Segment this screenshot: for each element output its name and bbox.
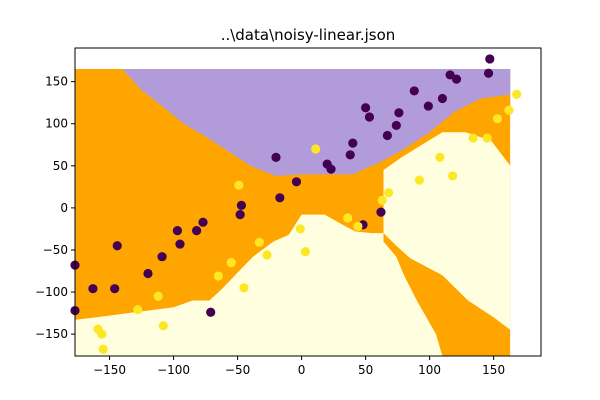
point-class-1 [377,195,387,205]
x-tick-label: 50 [358,363,373,377]
point-class-0 [326,164,336,174]
point-class-0 [348,138,358,148]
y-tick-label: 50 [53,159,68,173]
x-tick-label: −150 [93,363,126,377]
decision-regions [75,69,511,356]
chart-title: ..\data\noisy-linear.json [221,26,396,44]
point-class-0 [172,226,183,236]
point-class-0 [157,252,167,262]
x-tick-label: 150 [482,363,505,377]
y-tick-label: 100 [45,117,68,131]
point-class-0 [275,193,285,203]
point-class-0 [112,241,122,251]
point-class-0 [364,112,375,122]
purple-region-back [122,69,511,176]
point-class-1 [384,188,394,198]
point-class-0 [391,120,401,131]
y-tick-label: 0 [60,201,68,215]
point-class-0 [485,54,495,64]
point-class-1 [504,105,514,115]
point-class-0 [88,284,98,294]
point-class-1 [512,89,522,99]
point-class-1 [492,114,503,124]
x-tick-label: −100 [157,363,190,377]
point-class-1 [482,133,492,143]
y-tick-label: −150 [35,327,68,341]
point-class-0 [192,226,202,236]
point-class-1 [295,224,305,234]
point-class-0 [110,284,120,294]
axes: −150 −100 −50 0 50 100 150 −150 −100 −50 0 50 100 150 [35,47,542,377]
x-tick-label: −50 [225,363,250,377]
point-class-0 [382,130,392,141]
point-class-1 [153,291,163,301]
y-tick-label: 150 [45,75,68,89]
point-class-1 [343,213,353,223]
point-class-0 [143,268,153,279]
point-class-1 [353,221,363,232]
point-class-1 [262,250,272,260]
yellow-region [75,132,511,356]
point-class-1 [158,321,168,331]
point-class-0 [483,68,494,78]
y-tick-label: −100 [35,285,68,299]
point-class-0 [376,207,386,217]
point-class-0 [198,217,208,227]
point-class-1 [234,180,244,190]
orange-region [75,69,511,271]
point-class-1 [448,171,458,181]
point-class-0 [451,74,462,84]
point-class-0 [394,108,404,118]
point-class-1 [226,257,236,268]
point-class-1 [98,344,108,354]
point-class-1 [468,133,478,143]
data-points [70,54,522,354]
point-class-1 [133,305,143,315]
point-class-1 [311,144,321,154]
plot-frame [74,47,542,357]
point-class-1 [435,152,445,162]
x-tick-label: 0 [298,363,306,377]
point-class-0 [437,93,448,104]
point-class-0 [291,177,302,187]
point-class-0 [409,86,419,96]
point-class-0 [206,307,216,317]
y-tick-label: −50 [43,243,68,257]
point-class-0 [271,152,281,162]
point-class-1 [300,247,311,257]
x-tick-label: 100 [418,363,441,377]
point-class-0 [361,103,371,113]
point-class-1 [414,175,424,185]
point-class-1 [254,237,264,247]
point-class-0 [235,210,245,220]
point-class-0 [345,150,355,160]
point-class-0 [236,200,247,210]
point-class-1 [239,283,249,293]
point-class-1 [97,329,107,339]
point-class-0 [423,101,433,111]
point-class-1 [213,271,223,281]
point-class-0 [175,239,185,249]
